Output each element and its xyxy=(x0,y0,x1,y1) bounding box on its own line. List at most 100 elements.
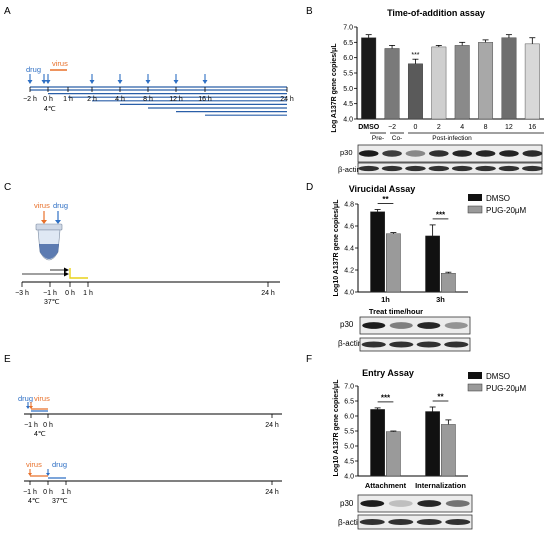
legend-label-pug-f: PUG-20μM xyxy=(486,384,527,393)
blot-band xyxy=(358,165,379,172)
blot-actin-label-f: β-actin xyxy=(338,518,362,527)
chart-title-b: Time-of-addition assay xyxy=(387,8,485,18)
drug-label-e1: drug xyxy=(18,394,33,403)
temperature-label-e2b: 37℃ xyxy=(52,498,68,505)
time-tick-label: 24 h xyxy=(265,489,279,496)
blot-actin-bands-d xyxy=(361,341,469,348)
x-tick-label: 1h xyxy=(381,295,390,304)
temperature-label-c: 37℃ xyxy=(44,299,60,306)
blot-band xyxy=(499,150,519,157)
chart-title-d: Virucidal Assay xyxy=(349,184,416,194)
drug-arrow-head xyxy=(202,80,208,84)
time-tick-label: 0 h xyxy=(43,489,53,496)
virus-label-c: virus xyxy=(34,201,50,210)
time-tick-label: 8 h xyxy=(143,96,153,103)
blot-band xyxy=(389,322,413,329)
panel-a: A drug virus −2 h 0 h 1 h 2 h 4 h 8 h 12 h 16 h… xyxy=(4,6,294,116)
western-blot-f: p30 β-actin xyxy=(338,494,473,530)
blot-p30-bands xyxy=(358,150,543,157)
virus-label-e2: virus xyxy=(26,460,42,469)
bar xyxy=(441,273,456,293)
tube-icon xyxy=(35,223,63,261)
blot-band xyxy=(417,322,441,329)
y-tick-label: 4.8 xyxy=(344,202,354,209)
x-tick-label: −2 xyxy=(388,124,396,131)
legend-label-pug: PUG-20μM xyxy=(486,206,527,215)
legend-label-dmso-f: DMSO xyxy=(486,372,510,381)
x-tick-label: 16 xyxy=(528,124,536,131)
panel-letter-d: D xyxy=(306,182,313,193)
y-tick-label: 4.6 xyxy=(344,224,354,231)
y-tick-label: 4.5 xyxy=(343,101,353,108)
y-tick-label: 6.0 xyxy=(343,55,353,62)
time-ticks-c: −3 h −1 h 0 h 1 h 24 h xyxy=(15,282,275,297)
temperature-label-e2a: 4℃ xyxy=(28,498,40,505)
blot-band xyxy=(388,519,414,525)
y-tick-label: 5.5 xyxy=(343,71,353,78)
legend-swatch-dmso xyxy=(468,194,482,201)
time-tick-label: −1 h xyxy=(43,290,57,297)
x-tick-label: Attachment xyxy=(365,481,407,490)
time-tick-label: 1 h xyxy=(63,96,73,103)
bar xyxy=(386,233,401,293)
y-tick-label: 4.2 xyxy=(344,268,354,275)
panel-letter-e: E xyxy=(4,354,11,365)
drug-arrows xyxy=(27,74,208,84)
panel-letter-a: A xyxy=(4,6,11,17)
bar xyxy=(361,37,377,120)
blot-p30-label: p30 xyxy=(340,148,353,157)
x-tick-label: 0 xyxy=(413,124,417,131)
x-axis-label-d: Treat time/hour xyxy=(369,307,423,316)
blot-band xyxy=(498,165,520,172)
group-co-label: Co- xyxy=(392,135,402,142)
x-tick-label: 3h xyxy=(436,295,445,304)
blot-band xyxy=(416,519,442,525)
drug-arrow-head xyxy=(89,80,95,84)
blot-band xyxy=(389,341,414,348)
blot-band xyxy=(428,150,449,157)
significance-label: ** xyxy=(437,393,444,402)
blot-band xyxy=(416,341,441,348)
drug-arrow-head-c xyxy=(55,220,61,224)
drug-arrow-head xyxy=(27,80,33,84)
panel-b: B Time-of-addition assay Log A137R gene … xyxy=(306,6,544,175)
bar xyxy=(441,424,456,477)
y-tick-label: 6.5 xyxy=(344,399,354,406)
significance-label: ** xyxy=(382,195,389,204)
bar xyxy=(370,211,385,293)
time-ticks-e2: −1 h 0 h 1 h 24 h xyxy=(23,481,279,496)
y-axis-label-f: Log10 A137R gene copies/μL xyxy=(333,379,340,477)
y-tick-label: 4.5 xyxy=(344,459,354,466)
western-blot-d: p30 β-actin xyxy=(338,316,471,352)
legend-f: DMSO PUG-20μM xyxy=(467,372,527,393)
x-tick-label: DMSO xyxy=(358,124,380,131)
blot-p30-bands-d xyxy=(362,322,468,329)
y-tick-label: 5.5 xyxy=(344,429,354,436)
blot-band xyxy=(358,150,379,157)
blot-band xyxy=(388,500,413,507)
bar xyxy=(524,43,540,120)
y-tick-label: 5.0 xyxy=(343,86,353,93)
y-tick-label: 4.4 xyxy=(344,246,354,253)
y-tick-label: 6.0 xyxy=(344,414,354,421)
blot-p30-label-d: p30 xyxy=(340,320,354,329)
panel-letter-b: B xyxy=(306,6,313,17)
temperature-label: 4℃ xyxy=(44,106,56,113)
drug-arrow-head xyxy=(145,80,151,84)
significance-label: *** xyxy=(381,393,391,402)
x-tick-label: 12 xyxy=(505,124,513,131)
y-tick-label: 4.0 xyxy=(344,290,354,297)
panel-f: F Entry Assay Log10 A137R gene copies/μL… xyxy=(306,354,527,530)
legend-label-dmso: DMSO xyxy=(486,194,510,203)
chart-d: 4.0 4.2 4.4 4.6 4.8 ** 1h *** 3h xyxy=(344,195,468,304)
treatment-lines xyxy=(30,89,287,116)
legend-d: DMSO PUG-20μM xyxy=(467,194,527,215)
blot-band xyxy=(445,519,471,525)
blot-band xyxy=(522,150,543,157)
y-axis-label-b: Log A137R gene copies/μL xyxy=(331,43,338,133)
blot-p30-bands-f xyxy=(360,500,470,507)
bar xyxy=(370,409,385,477)
legend-swatch-pug-f xyxy=(467,383,483,392)
treatment-bracket xyxy=(69,268,88,279)
y-tick-label: 7.0 xyxy=(343,25,353,32)
